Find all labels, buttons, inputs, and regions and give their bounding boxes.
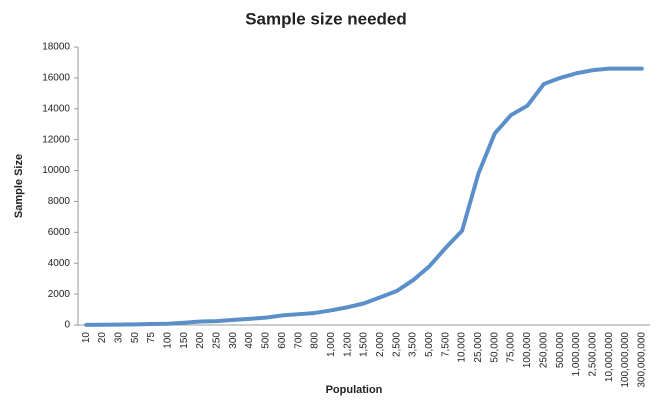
y-tick-label: 18000 bbox=[42, 42, 70, 53]
x-tick-label: 1,500 bbox=[359, 332, 370, 357]
x-tick-label: 20 bbox=[97, 332, 108, 344]
y-tick-label: 10000 bbox=[42, 165, 70, 176]
x-tick-label: 150 bbox=[179, 332, 190, 349]
x-tick-label: 300 bbox=[228, 332, 239, 349]
x-axis-title: Population bbox=[326, 384, 383, 396]
x-tick-label: 75,000 bbox=[506, 332, 517, 363]
x-tick-label: 1,200 bbox=[342, 332, 353, 357]
y-tick-label: 4000 bbox=[48, 258, 71, 269]
x-tick-label: 50 bbox=[130, 332, 141, 344]
y-tick-label: 16000 bbox=[42, 73, 70, 84]
x-tick-label: 75 bbox=[146, 332, 157, 344]
x-tick-label: 600 bbox=[277, 332, 288, 349]
x-tick-label: 800 bbox=[310, 332, 321, 349]
x-tick-label: 2,000 bbox=[375, 332, 386, 357]
x-tick-label: 100 bbox=[163, 332, 174, 349]
x-tick-label: 2,500 bbox=[391, 332, 402, 357]
x-tick-label: 30 bbox=[113, 332, 124, 344]
x-tick-label: 10 bbox=[81, 332, 92, 344]
x-tick-label: 1,000 bbox=[326, 332, 337, 357]
x-tick-label: 50,000 bbox=[489, 332, 500, 363]
x-tick-label: 7,500 bbox=[440, 332, 451, 357]
x-tick-label: 25,000 bbox=[473, 332, 484, 363]
y-tick-label: 2000 bbox=[48, 289, 71, 300]
x-tick-label: 500,000 bbox=[555, 332, 566, 369]
x-tick-label: 100,000 bbox=[522, 332, 533, 369]
y-tick-label: 12000 bbox=[42, 134, 70, 145]
x-tick-label: 100,000,000 bbox=[620, 332, 631, 388]
x-tick-label: 250 bbox=[212, 332, 223, 349]
y-tick-label: 14000 bbox=[42, 103, 70, 114]
y-axis-title: Sample Size bbox=[13, 154, 25, 218]
x-tick-label: 700 bbox=[293, 332, 304, 349]
x-tick-label: 500 bbox=[261, 332, 272, 349]
x-tick-label: 2,500,000 bbox=[587, 332, 598, 377]
y-tick-label: 0 bbox=[64, 320, 70, 331]
y-tick-label: 6000 bbox=[48, 227, 71, 238]
x-tick-label: 200 bbox=[195, 332, 206, 349]
x-tick-label: 1,000,000 bbox=[571, 332, 582, 377]
x-tick-label: 300,000,000 bbox=[636, 332, 647, 388]
chart-title: Sample size needed bbox=[245, 9, 407, 28]
x-tick-label: 250,000 bbox=[538, 332, 549, 369]
x-tick-label: 10,000,000 bbox=[604, 332, 615, 382]
x-tick-label: 10,000 bbox=[457, 332, 468, 363]
data-line bbox=[84, 66, 644, 327]
x-tick-label: 5,000 bbox=[424, 332, 435, 357]
y-tick-label: 8000 bbox=[48, 196, 71, 207]
x-tick-label: 3,500 bbox=[408, 332, 419, 357]
x-tick-label: 400 bbox=[244, 332, 255, 349]
